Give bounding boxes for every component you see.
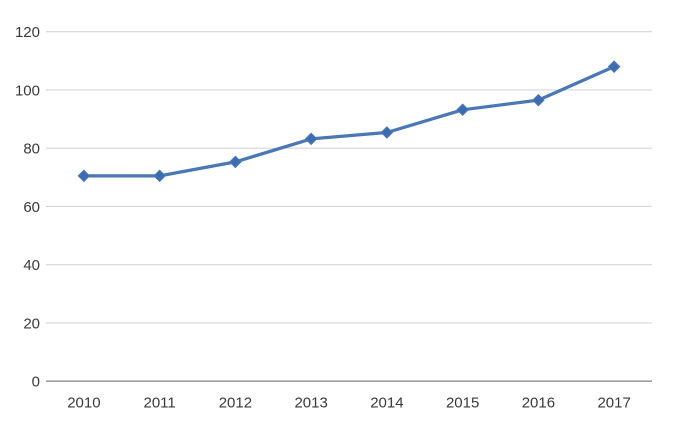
data-point-marker <box>229 155 242 169</box>
data-point-marker <box>607 60 621 73</box>
data-point-marker <box>304 132 318 146</box>
data-point-marker <box>532 93 545 107</box>
data-point-marker <box>153 169 166 183</box>
x-tick-label: 2013 <box>294 395 327 412</box>
x-tick-label: 2010 <box>67 395 100 412</box>
x-tick-label: 2016 <box>522 395 555 412</box>
y-tick-label: 120 <box>15 24 40 41</box>
x-tick-label: 2015 <box>446 395 479 412</box>
data-point-marker <box>77 169 91 183</box>
y-tick-label: 100 <box>15 82 40 99</box>
y-tick-label: 0 <box>32 374 40 391</box>
y-tick-label: 40 <box>23 257 40 274</box>
data-series-line <box>82 64 616 178</box>
y-tick-label: 80 <box>23 141 40 158</box>
y-tick-label: 20 <box>23 315 40 332</box>
x-tick-label: 2012 <box>219 395 252 412</box>
data-point-marker <box>456 103 469 117</box>
data-point-marker <box>380 126 394 139</box>
y-tick-label: 60 <box>23 199 40 216</box>
x-tick-label: 2014 <box>370 395 403 412</box>
x-tick-label: 2011 <box>143 395 175 412</box>
x-tick-label: 2017 <box>597 395 630 412</box>
